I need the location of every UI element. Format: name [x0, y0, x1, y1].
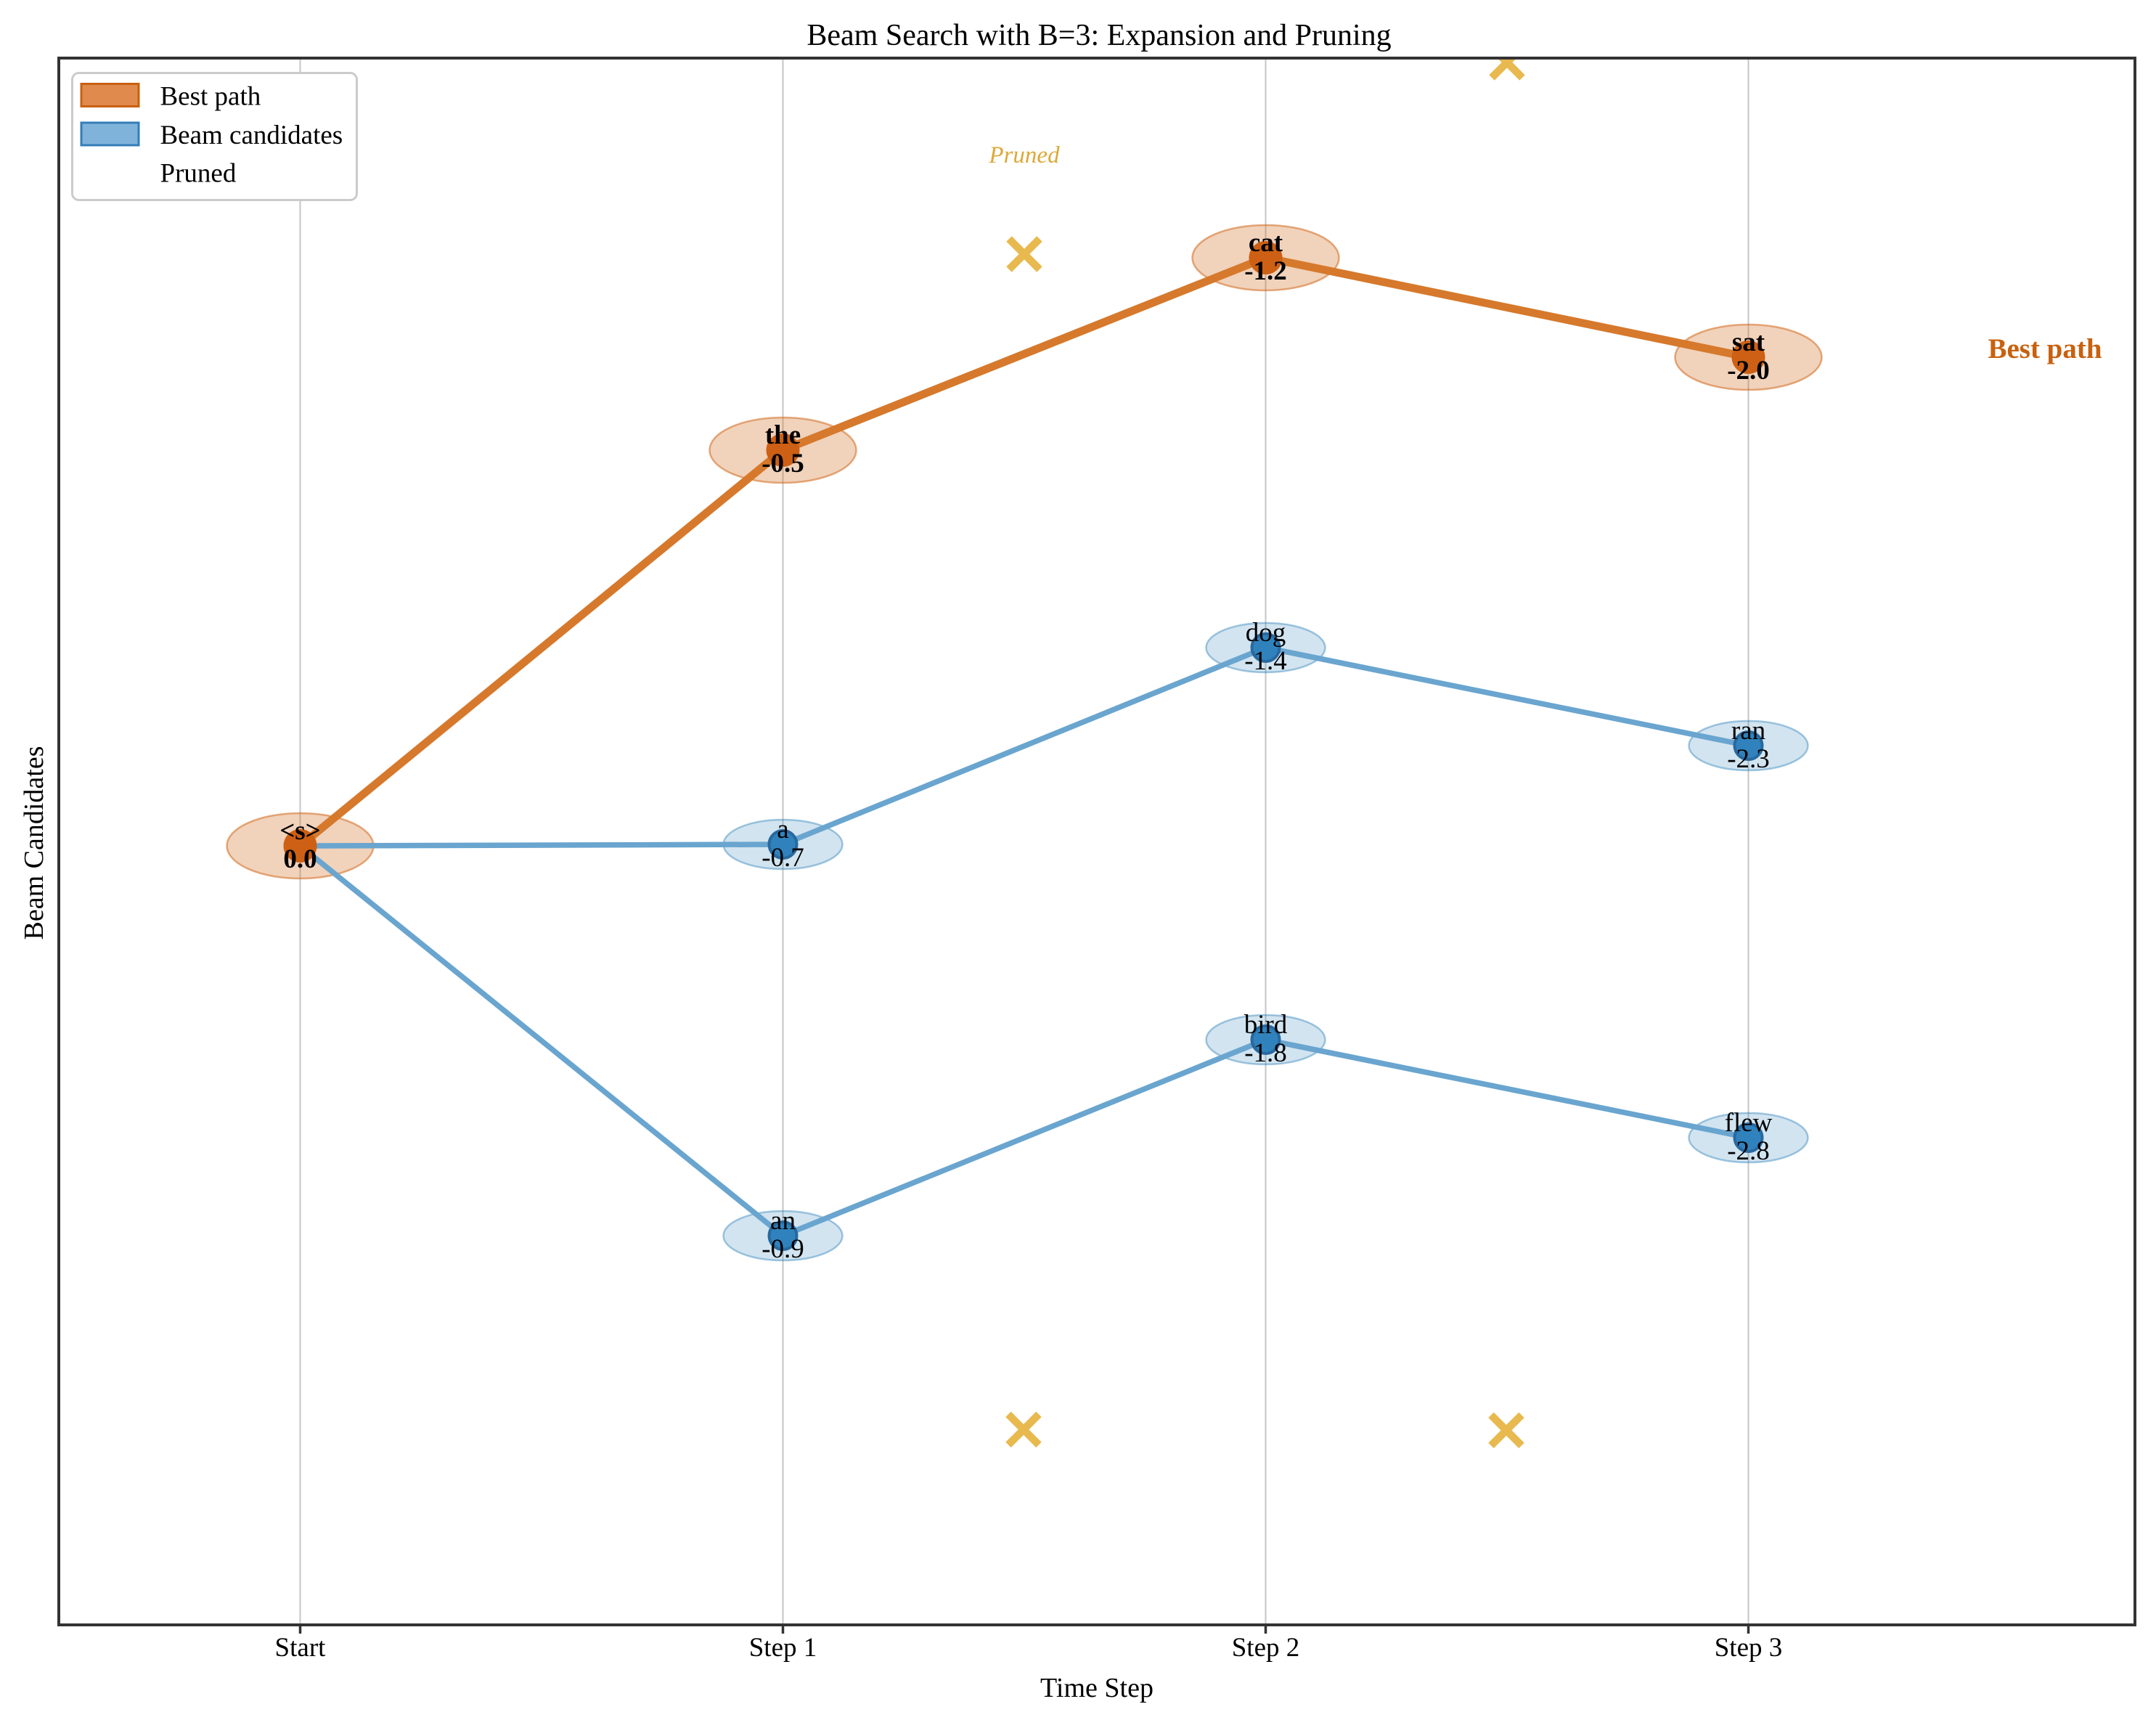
svg-text:-1.8: -1.8 — [1244, 1038, 1287, 1068]
svg-text:-2.8: -2.8 — [1727, 1136, 1770, 1166]
svg-text:-0.5: -0.5 — [761, 449, 804, 478]
svg-text:a: a — [777, 815, 788, 844]
svg-text:Step 1: Step 1 — [749, 1633, 817, 1663]
svg-text:Best path: Best path — [1988, 333, 2102, 364]
svg-text:Start: Start — [275, 1633, 327, 1663]
svg-text:dog: dog — [1246, 618, 1286, 648]
svg-text:-2.0: -2.0 — [1727, 356, 1770, 386]
svg-text:Beam Search with B=3: Expansio: Beam Search with B=3: Expansion and Prun… — [807, 19, 1391, 52]
svg-text:flew: flew — [1725, 1108, 1773, 1138]
svg-text:-2.3: -2.3 — [1727, 744, 1770, 774]
svg-text:the: the — [765, 420, 801, 450]
svg-text:Step 3: Step 3 — [1715, 1633, 1783, 1663]
svg-text:Time Step: Time Step — [1040, 1673, 1153, 1703]
svg-text:Pruned: Pruned — [988, 142, 1060, 168]
svg-text:bird: bird — [1244, 1010, 1288, 1040]
svg-text:-0.7: -0.7 — [761, 843, 804, 873]
svg-text:<s>: <s> — [279, 816, 321, 846]
svg-text:ran: ran — [1731, 716, 1765, 746]
svg-text:sat: sat — [1732, 327, 1765, 357]
svg-text:Pruned: Pruned — [160, 159, 237, 189]
svg-text:Step 2: Step 2 — [1232, 1633, 1300, 1663]
svg-text:-1.4: -1.4 — [1244, 646, 1287, 676]
svg-text:Beam Candidates: Beam Candidates — [19, 746, 49, 940]
svg-text:an: an — [770, 1206, 796, 1236]
svg-text:Beam candidates: Beam candidates — [160, 121, 343, 150]
svg-text:0.0: 0.0 — [283, 844, 317, 874]
svg-text:cat: cat — [1249, 228, 1283, 258]
svg-text:-1.2: -1.2 — [1244, 256, 1287, 286]
svg-text:-0.9: -0.9 — [761, 1234, 804, 1264]
svg-text:Best path: Best path — [160, 82, 261, 112]
